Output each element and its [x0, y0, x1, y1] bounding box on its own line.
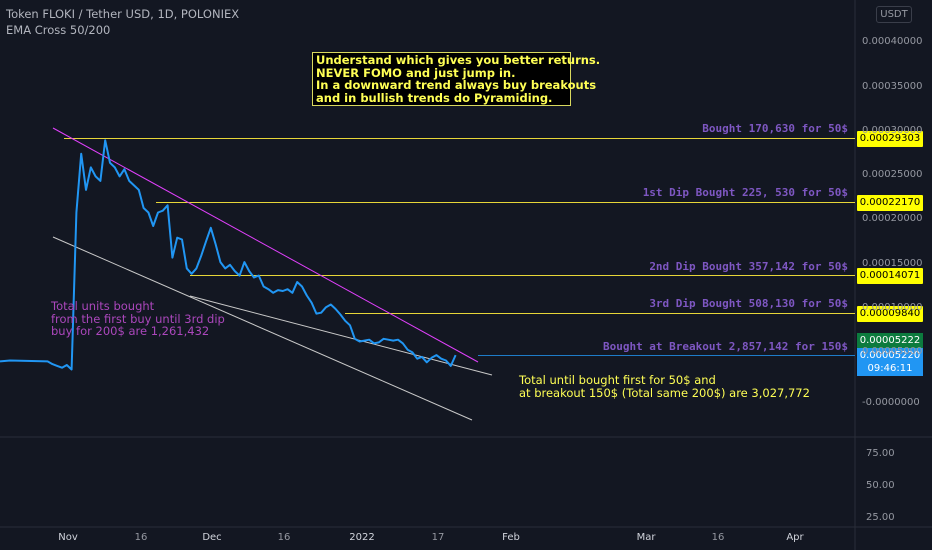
price-tag-2nd-dip: 0.00014071: [857, 268, 923, 284]
x-tick: 16: [134, 532, 148, 543]
price-tag-bought: 0.00029303: [857, 131, 923, 147]
note-line: and in bullish trends do Pyramiding.: [316, 90, 553, 105]
x-tick: 16: [277, 532, 291, 543]
oscillator-tick: 50.00: [866, 480, 895, 491]
oscillator-tick: 75.00: [866, 448, 895, 459]
strategy-note-box: Understand which gives you better return…: [312, 52, 601, 106]
x-tick: Dec: [202, 532, 222, 543]
y-tick: 0.00030000: [862, 125, 923, 136]
y-tick: 0.00035000: [862, 81, 923, 92]
chart-header: Token FLOKI / Tether USD, 1D, POLONIEX E…: [6, 6, 239, 38]
y-tick: 0.00015000: [862, 258, 923, 269]
level-label-bought: Bought 170,630 for 50$: [702, 122, 848, 135]
indicator-label[interactable]: EMA Cross 50/200: [6, 23, 111, 37]
y-tick: 0.00025000: [862, 169, 923, 180]
symbol-title[interactable]: Token FLOKI / Tether USD, 1D, POLONIEX: [6, 7, 240, 21]
x-tick: Apr: [786, 532, 804, 543]
level-label-1st-dip: 1st Dip Bought 225, 530 for 50$: [642, 186, 848, 199]
x-tick: Mar: [636, 532, 656, 543]
y-tick: 0.00005000: [862, 346, 923, 357]
note-line: buy for 200$ are 1,261,432: [51, 324, 210, 338]
price-tag-1st-dip: 0.00022170: [857, 195, 923, 211]
currency-badge[interactable]: USDT: [876, 6, 912, 23]
support-trendline-lower: [52, 236, 473, 421]
y-tick: 0.00040000: [862, 36, 923, 47]
level-label-breakout: Bought at Breakout 2,857,142 for 150$: [602, 340, 848, 353]
resistance-trendline: [52, 127, 479, 363]
y-tick: -0.0000000: [862, 397, 920, 408]
current-price: 0.00005220: [859, 350, 921, 361]
note-line: NEVER FOMO and just jump in.: [316, 65, 516, 80]
units-bought-note: Total units bought from the first buy un…: [51, 300, 225, 338]
x-tick: Feb: [502, 532, 520, 543]
x-tick: 16: [711, 532, 725, 543]
breakout-total-note: Total until bought first for 50$ and at …: [519, 374, 810, 400]
support-trendline-upper: [189, 295, 493, 376]
price-tag-3rd-dip: 0.00009840: [857, 306, 923, 322]
note-line: In a downward trend always buy breakouts: [316, 78, 597, 92]
note-line: Total until bought first for 50$ and: [519, 373, 716, 387]
x-tick: 17: [431, 532, 445, 543]
bar-countdown: 09:46:11: [867, 363, 913, 374]
note-line: Understand which gives you better return…: [316, 53, 601, 67]
oscillator-tick: 25.00: [866, 512, 895, 523]
note-line: from the first buy until 3rd dip: [51, 311, 225, 326]
price-tag-breakout: 0.00005222: [857, 333, 923, 348]
x-tick: Nov: [58, 532, 78, 543]
note-line: at breakout 150$ (Total same 200$) are 3…: [519, 386, 810, 400]
level-label-3rd-dip: 3rd Dip Bought 508,130 for 50$: [649, 297, 848, 310]
y-tick: 0.00010000: [862, 302, 923, 313]
level-label-2nd-dip: 2nd Dip Bought 357,142 for 50$: [649, 260, 848, 273]
note-line: Total units bought: [51, 299, 155, 313]
price-series-line: [0, 139, 457, 371]
y-tick: 0.00020000: [862, 213, 923, 224]
current-price-tag: 0.00005220 09:46:11: [857, 348, 923, 376]
x-tick: 2022: [349, 532, 375, 543]
